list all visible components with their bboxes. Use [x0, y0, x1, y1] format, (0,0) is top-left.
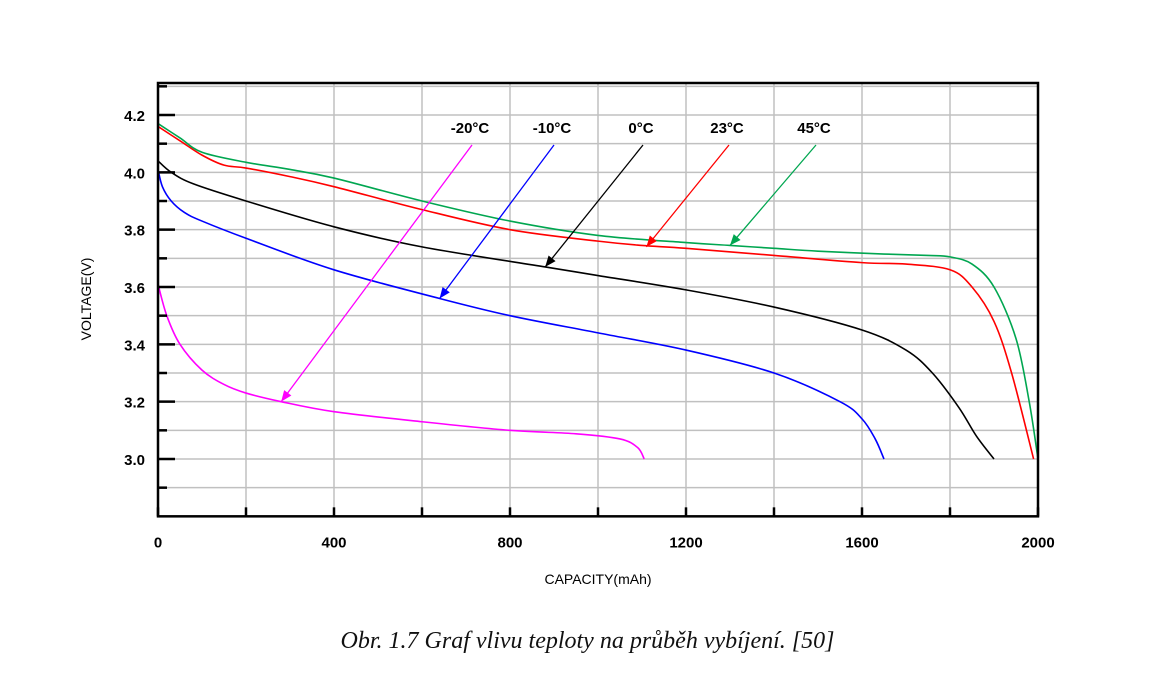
figure-caption: Obr. 1.7 Graf vlivu teploty na průběh vy…	[340, 628, 835, 654]
legend-label: -10°C	[533, 120, 572, 137]
legend-arrow-line	[729, 144, 817, 246]
legend-arrow-line	[280, 144, 473, 403]
legend-label: 0°C	[628, 120, 653, 137]
series-line-0C	[157, 160, 995, 460]
y-tick-label: 3.0	[124, 452, 145, 469]
axis-ticks	[156, 85, 1040, 517]
x-tick-label: 1600	[845, 534, 878, 551]
legend-label: 45°C	[797, 120, 831, 137]
y-tick-label: 4.2	[124, 108, 145, 125]
x-tick-label: 0	[154, 534, 162, 551]
y-tick-labels: 3.0 3.2 3.4 3.6 3.8 4.0 4.2	[124, 108, 146, 469]
x-tick-label: 800	[497, 534, 522, 551]
legend-arrowhead	[646, 235, 657, 247]
series-line-23C	[157, 125, 1035, 460]
x-tick-label: 2000	[1021, 534, 1054, 551]
legend-arrow-line	[645, 144, 730, 248]
legend-arrowhead	[545, 255, 556, 267]
series-line-45C	[157, 122, 1039, 460]
series-group	[157, 122, 1039, 460]
legend-arrowhead	[730, 234, 741, 246]
grid	[157, 83, 1039, 517]
chart: 0 400 800 1200 1600 2000 3.0 3.2 3.4 3.6 3.8 4.0 4.…	[78, 81, 1055, 587]
y-tick-label: 3.4	[124, 337, 146, 354]
x-axis-title: CAPACITY(mAh)	[544, 571, 651, 587]
x-tick-labels: 0 400 800 1200 1600 2000	[154, 534, 1055, 551]
legend-label: 23°C	[710, 120, 744, 137]
legend-arrows	[280, 144, 817, 403]
y-tick-label: 3.2	[124, 395, 145, 412]
y-tick-label: 4.0	[124, 165, 145, 182]
y-tick-label: 3.8	[124, 223, 145, 240]
legend-arrowhead	[281, 390, 292, 402]
legend-arrow-line	[544, 144, 644, 268]
y-axis-title: VOLTAGE(V)	[78, 258, 94, 341]
y-tick-label: 3.6	[124, 280, 145, 297]
plot-frame	[156, 81, 1040, 518]
legend: -20°C -10°C 0°C 23°C 45°C	[451, 120, 831, 137]
series-line--20C	[157, 283, 645, 460]
x-tick-label: 400	[321, 534, 346, 551]
legend-label: -20°C	[451, 120, 490, 137]
x-tick-label: 1200	[669, 534, 702, 551]
series-line--10C	[157, 169, 885, 460]
legend-arrow-line	[439, 144, 555, 299]
legend-arrowhead	[439, 286, 450, 299]
